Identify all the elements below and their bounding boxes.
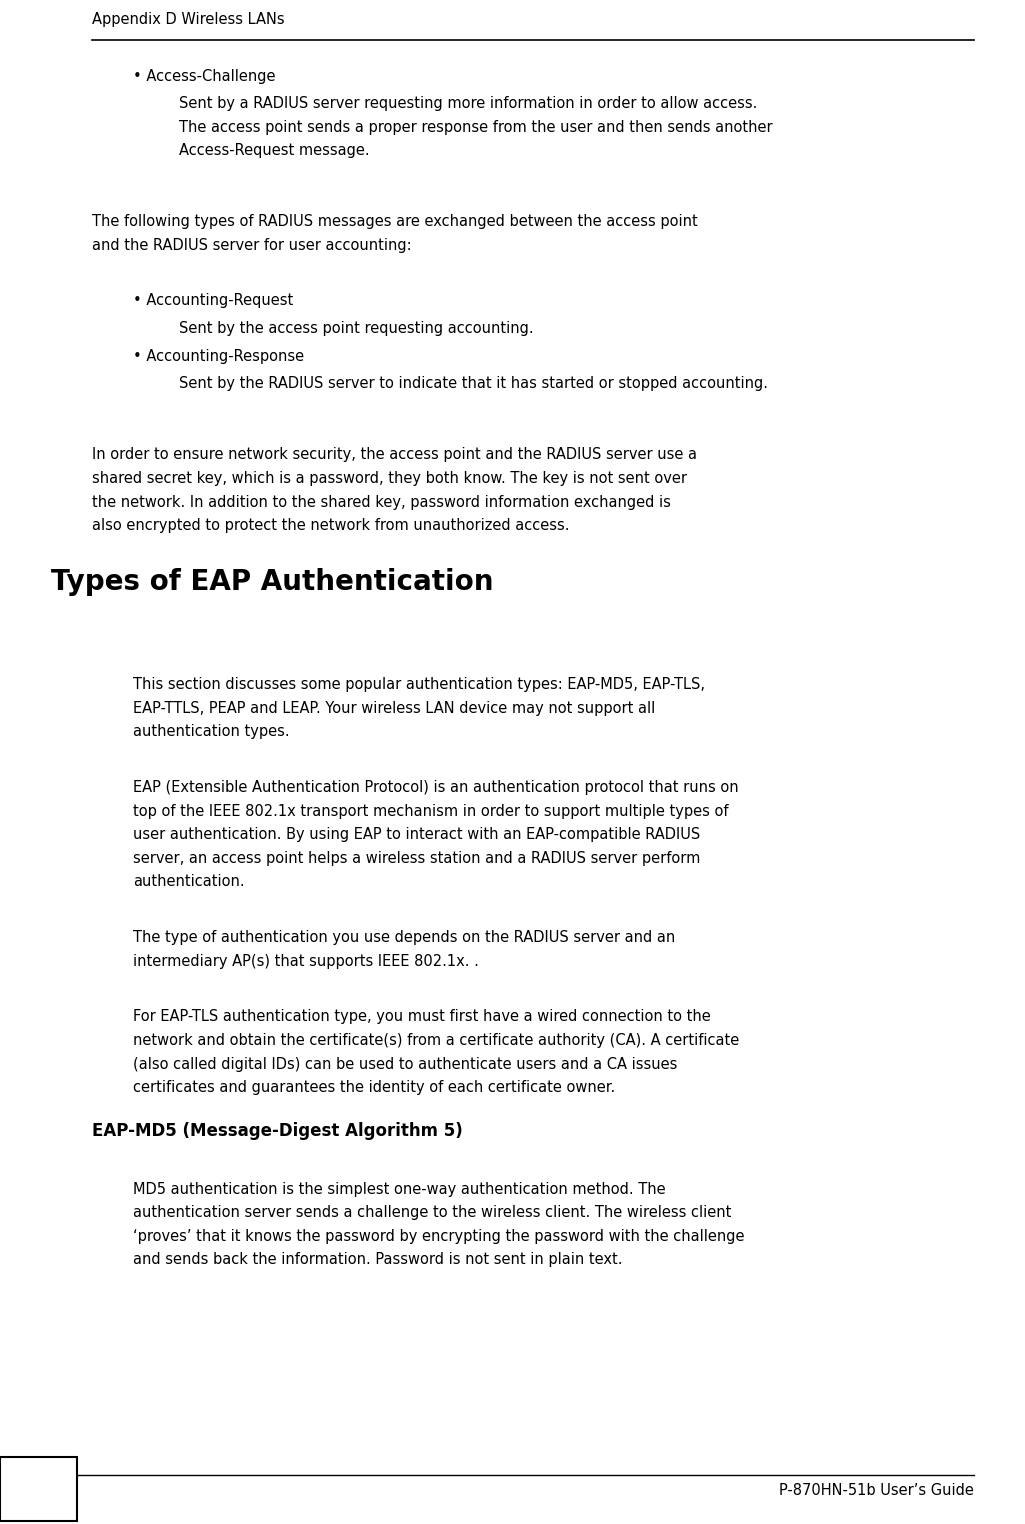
Text: Sent by the access point requesting accounting.: Sent by the access point requesting acco… <box>179 322 534 335</box>
Text: • Accounting-Request: • Accounting-Request <box>133 294 293 308</box>
Text: The following types of RADIUS messages are exchanged between the access point: The following types of RADIUS messages a… <box>92 215 698 229</box>
Text: EAP-MD5 (Message-Digest Algorithm 5): EAP-MD5 (Message-Digest Algorithm 5) <box>92 1122 463 1140</box>
Text: top of the IEEE 802.1x transport mechanism in order to support multiple types of: top of the IEEE 802.1x transport mechani… <box>133 803 729 818</box>
Text: also encrypted to protect the network from unauthorized access.: also encrypted to protect the network fr… <box>92 518 570 533</box>
Text: shared secret key, which is a password, they both know. The key is not sent over: shared secret key, which is a password, … <box>92 471 687 486</box>
Text: the network. In addition to the shared key, password information exchanged is: the network. In addition to the shared k… <box>92 494 671 509</box>
Text: The access point sends a proper response from the user and then sends another: The access point sends a proper response… <box>179 120 773 134</box>
Text: This section discusses some popular authentication types: EAP-MD5, EAP-TLS,: This section discusses some popular auth… <box>133 677 705 692</box>
Text: server, an access point helps a wireless station and a RADIUS server perform: server, an access point helps a wireless… <box>133 850 701 866</box>
Text: Sent by the RADIUS server to indicate that it has started or stopped accounting.: Sent by the RADIUS server to indicate th… <box>179 376 769 392</box>
Text: • Access-Challenge: • Access-Challenge <box>133 69 276 84</box>
Text: authentication types.: authentication types. <box>133 724 290 739</box>
Text: Sent by a RADIUS server requesting more information in order to allow access.: Sent by a RADIUS server requesting more … <box>179 96 757 111</box>
Text: user authentication. By using EAP to interact with an EAP-compatible RADIUS: user authentication. By using EAP to int… <box>133 828 700 843</box>
Text: and the RADIUS server for user accounting:: and the RADIUS server for user accountin… <box>92 238 412 253</box>
Text: ‘proves’ that it knows the password by encrypting the password with the challeng: ‘proves’ that it knows the password by e… <box>133 1228 745 1244</box>
Text: and sends back the information. Password is not sent in plain text.: and sends back the information. Password… <box>133 1253 623 1268</box>
Text: intermediary AP(s) that supports IEEE 802.1x. .: intermediary AP(s) that supports IEEE 80… <box>133 954 479 969</box>
Text: The type of authentication you use depends on the RADIUS server and an: The type of authentication you use depen… <box>133 930 675 945</box>
Text: authentication server sends a challenge to the wireless client. The wireless cli: authentication server sends a challenge … <box>133 1205 732 1221</box>
Text: 320: 320 <box>17 1481 58 1500</box>
Text: MD5 authentication is the simplest one-way authentication method. The: MD5 authentication is the simplest one-w… <box>133 1181 666 1196</box>
Text: EAP (Extensible Authentication Protocol) is an authentication protocol that runs: EAP (Extensible Authentication Protocol)… <box>133 780 739 796</box>
Text: P-870HN-51b User’s Guide: P-870HN-51b User’s Guide <box>779 1483 974 1498</box>
Text: Access-Request message.: Access-Request message. <box>179 143 370 158</box>
Text: certificates and guarantees the identity of each certificate owner.: certificates and guarantees the identity… <box>133 1081 615 1096</box>
Text: Types of EAP Authentication: Types of EAP Authentication <box>51 567 494 596</box>
FancyBboxPatch shape <box>0 1457 77 1521</box>
Text: EAP-TTLS, PEAP and LEAP. Your wireless LAN device may not support all: EAP-TTLS, PEAP and LEAP. Your wireless L… <box>133 701 656 716</box>
Text: network and obtain the certificate(s) from a certificate authority (CA). A certi: network and obtain the certificate(s) fr… <box>133 1033 739 1049</box>
Text: Appendix D Wireless LANs: Appendix D Wireless LANs <box>92 12 285 27</box>
Text: In order to ensure network security, the access point and the RADIUS server use : In order to ensure network security, the… <box>92 447 697 462</box>
Text: (also called digital IDs) can be used to authenticate users and a CA issues: (also called digital IDs) can be used to… <box>133 1056 678 1071</box>
Text: • Accounting-Response: • Accounting-Response <box>133 349 304 364</box>
Text: For EAP-TLS authentication type, you must first have a wired connection to the: For EAP-TLS authentication type, you mus… <box>133 1009 711 1024</box>
Text: authentication.: authentication. <box>133 875 245 890</box>
